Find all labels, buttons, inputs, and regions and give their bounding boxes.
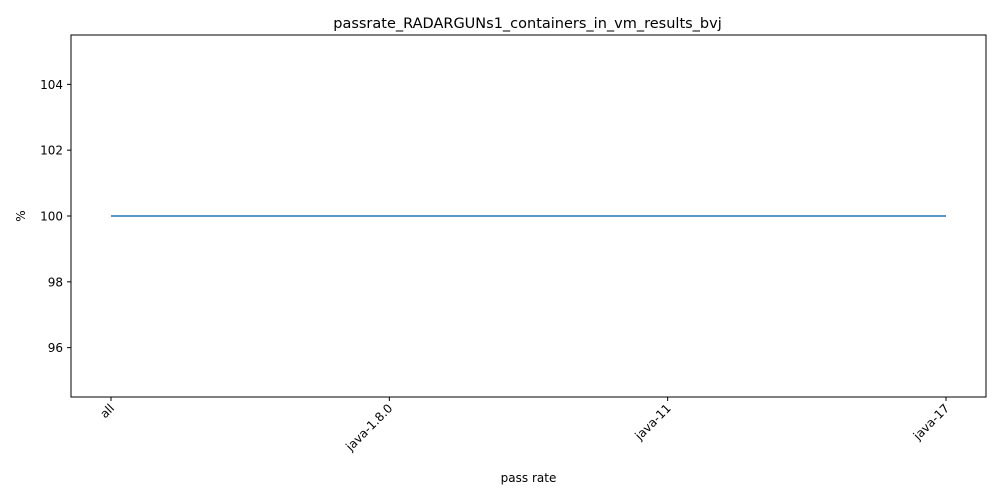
y-tick-label: 96 (48, 341, 63, 355)
y-tick-label: 104 (40, 78, 63, 92)
y-axis-label: % (14, 210, 28, 221)
y-axis: 96 98 100 102 104 (40, 78, 71, 355)
chart-title: passrate_RADARGUNs1_containers_in_vm_res… (333, 16, 722, 32)
x-axis-label: pass rate (501, 471, 557, 485)
y-tick-label: 98 (48, 275, 63, 289)
y-tick-label: 102 (40, 144, 63, 158)
y-tick-label: 100 (40, 210, 63, 224)
